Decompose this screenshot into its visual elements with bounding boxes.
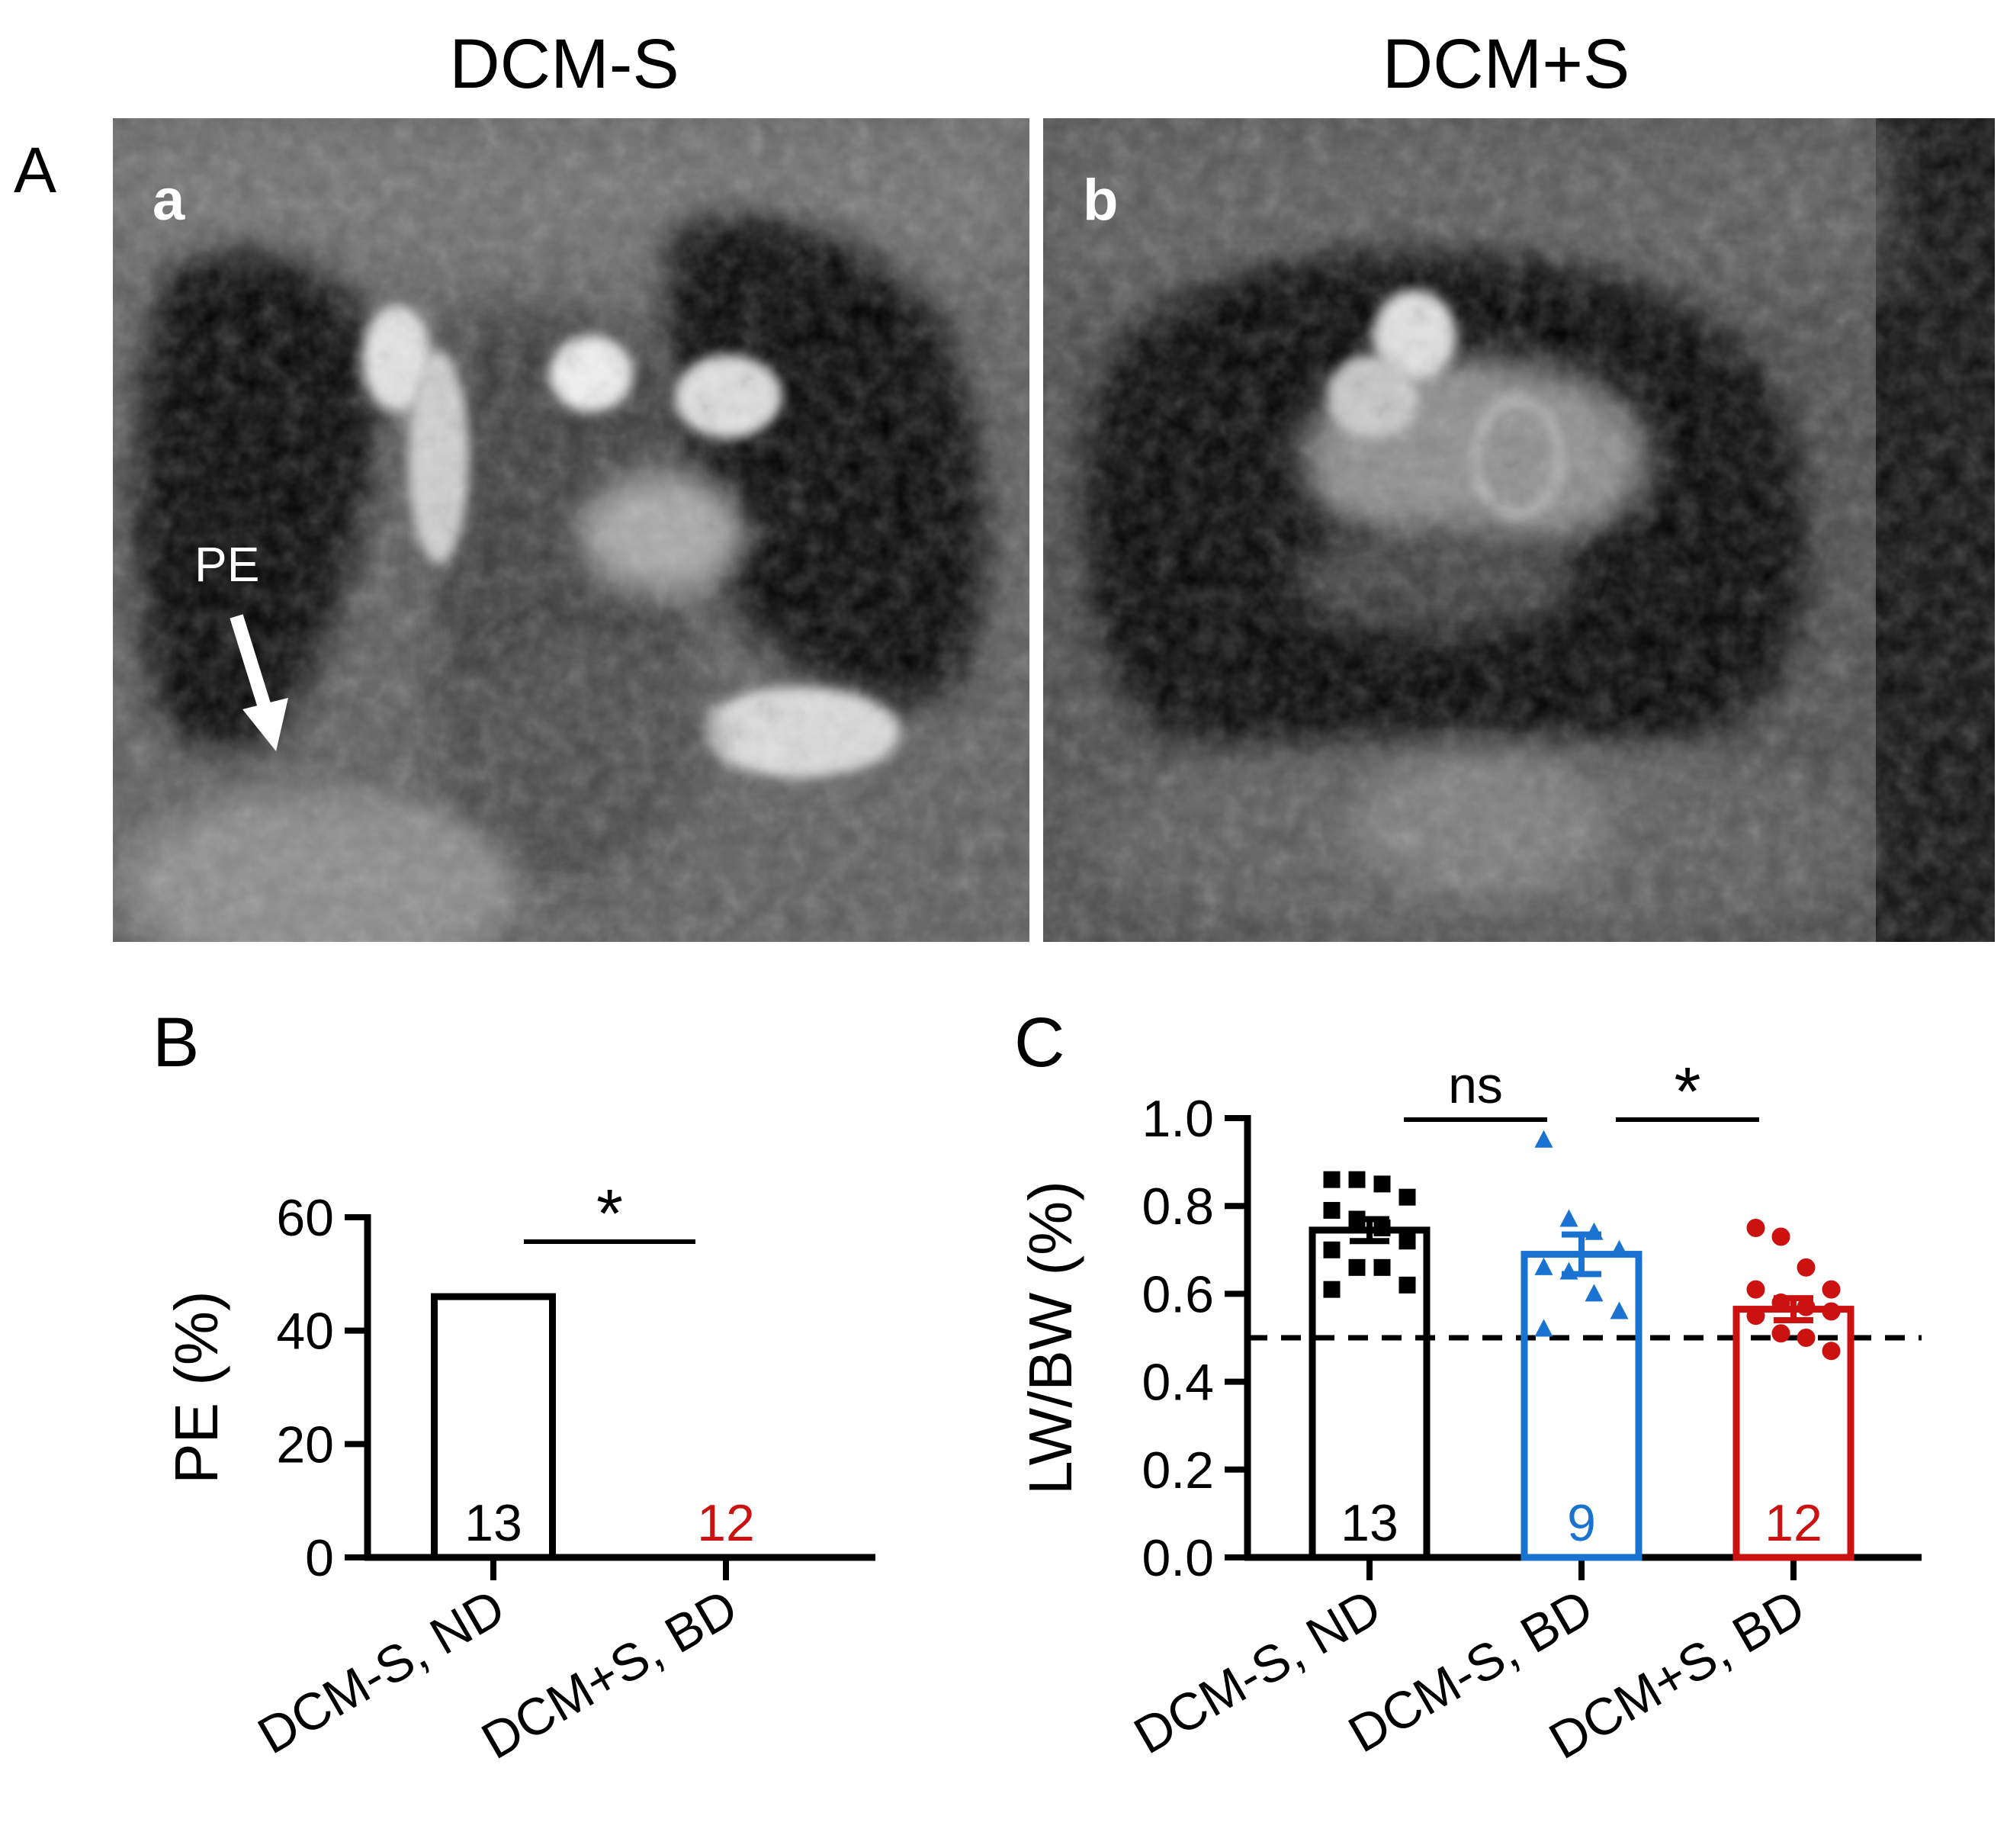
chartC-y-tick-label: 0.0 (1142, 1529, 1214, 1587)
chartC-point (1585, 1284, 1604, 1302)
pe-annotation: PE (194, 537, 259, 592)
chartC-point (1746, 1306, 1765, 1326)
mri-image-right: b (1043, 118, 1995, 942)
chartC-point (1822, 1302, 1841, 1321)
chartB-bar (431, 1293, 556, 1561)
chartC-point (1610, 1301, 1629, 1319)
chartB-significance-label: * (596, 1176, 623, 1252)
chartC-point (1398, 1188, 1416, 1206)
chartB-y-tick-label: 20 (276, 1416, 334, 1474)
image-divider (1029, 118, 1043, 942)
chartC-point (1348, 1258, 1366, 1276)
chartC-point (1373, 1220, 1391, 1236)
chartC-point (1348, 1171, 1366, 1188)
chartB-y-tick-label: 40 (276, 1303, 334, 1361)
chartC-point (1797, 1258, 1816, 1277)
chartC-point (1559, 1209, 1578, 1227)
chartC-point (1771, 1227, 1790, 1246)
chartB-y-label: PE (%) (162, 1290, 230, 1483)
chartC-y-tick-label: 0.2 (1142, 1441, 1214, 1499)
chartC-y-tick-label: 0.8 (1142, 1178, 1214, 1236)
chartC-y-tick-label: 0.4 (1142, 1354, 1214, 1412)
chartC-significance-label: ns (1448, 1056, 1503, 1114)
pe-arrow (230, 614, 288, 751)
chartC-n-label: 12 (1765, 1494, 1822, 1552)
panel-c-letter: C (1014, 1004, 1065, 1081)
chartB-n-label: 13 (464, 1494, 522, 1552)
image-a-label: a (153, 168, 185, 233)
panel-a-letter: A (14, 134, 56, 206)
chartC-point (1534, 1257, 1553, 1275)
chartC-significance-label: * (1674, 1054, 1700, 1130)
chartC-point (1398, 1233, 1416, 1250)
chartC-y-tick-label: 1.0 (1142, 1090, 1214, 1148)
chartC-n-label: 13 (1341, 1494, 1398, 1552)
chartC-point (1323, 1281, 1341, 1298)
chartC-point (1323, 1201, 1341, 1219)
chart-b: B 0 20 40 60 PE (%) 13 DCM-S, ND 12 DCM+S, BD * (153, 1004, 875, 1770)
chartC-point (1797, 1329, 1816, 1347)
chartC-point (1323, 1171, 1341, 1188)
chartC-point (1534, 1130, 1553, 1148)
mri-image-left: a PE (113, 118, 1029, 942)
chartC-point (1534, 1319, 1553, 1337)
chartC-point (1373, 1175, 1391, 1193)
chartC-point (1746, 1280, 1765, 1299)
panel-b-letter: B (153, 1004, 199, 1081)
chart-c: C 0.0 0.2 0.4 0.6 0.8 1.0 LW/BW (%) 13 DCM-S, ND… (1014, 1004, 1922, 1770)
chartC-point (1373, 1258, 1391, 1276)
chartC-point (1822, 1280, 1841, 1299)
chartC-point (1822, 1342, 1841, 1361)
chartC-y-label: LW/BW (%) (1016, 1181, 1084, 1495)
chartC-point (1746, 1219, 1765, 1237)
chartB-n-label: 12 (697, 1494, 755, 1552)
right-image-title: DCM+S (1382, 25, 1630, 103)
image-b-label: b (1083, 168, 1118, 233)
chartB-y-tick-label: 0 (305, 1529, 334, 1587)
left-image-title: DCM-S (449, 25, 679, 103)
chartC-point (1398, 1276, 1416, 1294)
chartC-point (1797, 1297, 1816, 1316)
chartC-point (1610, 1239, 1629, 1258)
chartC-n-label: 9 (1567, 1494, 1596, 1552)
chartC-category-label: DCM-S, ND (1125, 1578, 1391, 1765)
chartB-category-label: DCM-S, ND (249, 1578, 515, 1765)
chartB-y-tick-label: 60 (276, 1189, 334, 1247)
chartC-point (1323, 1241, 1341, 1258)
chartC-point (1771, 1324, 1790, 1343)
chartC-y-tick-label: 0.6 (1142, 1265, 1214, 1323)
chartB-category-label: DCM+S, BD (472, 1578, 747, 1770)
